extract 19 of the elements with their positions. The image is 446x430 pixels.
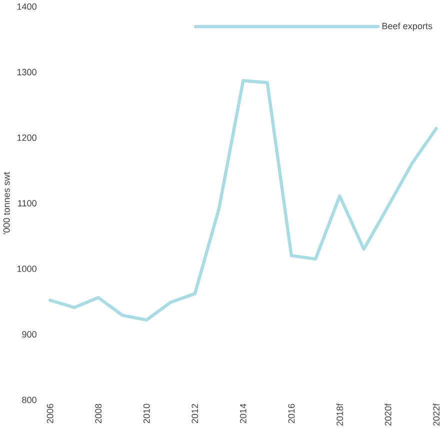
x-tick-label: 2008 [95, 404, 102, 424]
x-tick-label: 2018f [336, 404, 344, 426]
y-tick-label: 1400 [17, 4, 36, 10]
y-tick-label: 900 [22, 331, 36, 338]
y-tick-label: 1200 [17, 134, 36, 142]
y-axis-title: '000 tonnes swt [3, 172, 10, 234]
x-tick-label: 2016 [288, 404, 295, 424]
text: Beef exports [382, 22, 432, 32]
y-tick-label: 800 [22, 396, 36, 404]
y-tick-label: 1000 [17, 266, 36, 272]
y-tick-label: 1300 [17, 69, 36, 76]
x-tick-label: 2020f [384, 404, 392, 426]
x-tick-label: 2014 [240, 404, 246, 424]
y-tick-label: 1100 [18, 200, 37, 207]
x-tick-label: 2022f [432, 404, 440, 426]
x-tick-label: 2010 [143, 404, 150, 424]
x-tick-label: 2006 [46, 404, 54, 424]
x-tick-label: 2012 [192, 404, 198, 424]
line-series [48, 79, 438, 322]
